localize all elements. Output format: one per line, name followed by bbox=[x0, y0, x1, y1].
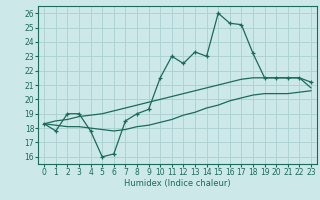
X-axis label: Humidex (Indice chaleur): Humidex (Indice chaleur) bbox=[124, 179, 231, 188]
